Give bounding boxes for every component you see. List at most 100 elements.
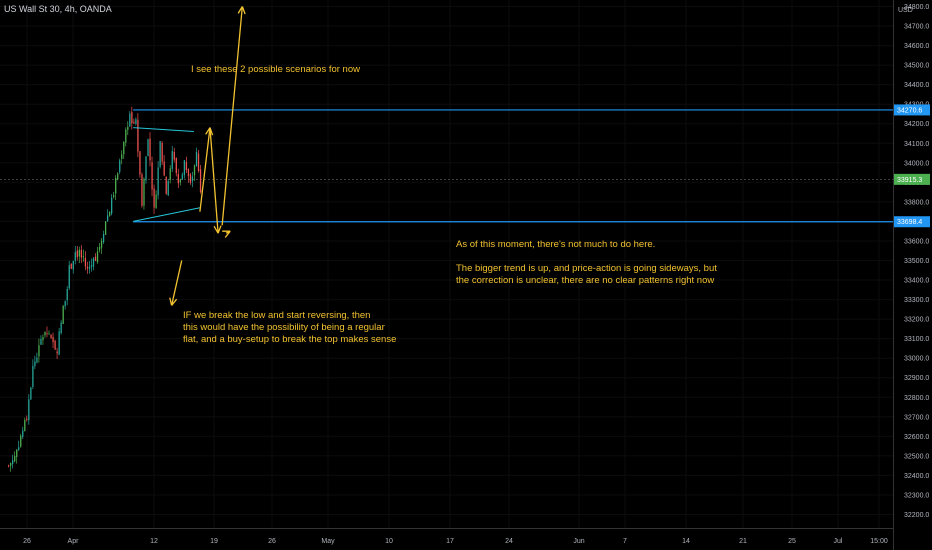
candle-body — [94, 256, 97, 261]
candle-body — [159, 141, 161, 167]
arrow-head — [224, 230, 231, 238]
time-tick-label: 10 — [385, 538, 393, 545]
price-tag — [894, 173, 930, 185]
candle-body — [48, 333, 50, 335]
triangle-trendline[interactable] — [133, 127, 194, 133]
price-tick-label: 33300.0 — [904, 297, 929, 304]
arrow-head — [241, 6, 246, 15]
candle-body — [123, 141, 125, 155]
price-tick-label: 33200.0 — [904, 317, 929, 324]
arrow-head — [169, 297, 173, 306]
candle-body — [175, 158, 177, 174]
candle-body — [10, 463, 12, 466]
candle-body — [76, 250, 78, 258]
candles — [8, 106, 202, 472]
candle-body — [20, 435, 22, 447]
candle-body — [56, 351, 58, 354]
arrow-head — [217, 225, 222, 234]
candle-body — [181, 174, 184, 180]
candle-body — [173, 151, 175, 160]
candle-body — [109, 211, 111, 216]
price-tick-label: 34200.0 — [904, 121, 929, 128]
symbol-label[interactable]: US Wall St 30, 4h, OANDA — [4, 4, 112, 14]
price-tick-label: 34800.0 — [904, 4, 929, 11]
annotation-right-note: As of this moment, there's not much to d… — [456, 239, 717, 286]
candle-body — [127, 126, 129, 131]
price-tick-label: 34100.0 — [904, 141, 929, 148]
time-tick-label: 26 — [23, 538, 31, 545]
candle-body — [149, 138, 151, 161]
price-tick-label: 34700.0 — [904, 24, 929, 31]
grid-h — [0, 6, 893, 515]
annotation-left-note: IF we break the low and start reversing,… — [183, 310, 397, 345]
candle-body — [199, 169, 202, 193]
time-tick-label: 24 — [505, 538, 513, 545]
time-tick-label: Apr — [68, 538, 80, 545]
time-tick-label: 12 — [150, 538, 158, 545]
candle-body — [34, 361, 36, 367]
price-tag-label: 33915.3 — [897, 177, 922, 184]
projection-arrow[interactable] — [199, 127, 211, 212]
candle-body — [72, 260, 74, 270]
candle-body — [167, 181, 169, 196]
candle-body — [169, 168, 171, 180]
candle-body — [78, 249, 80, 257]
projection-arrow[interactable] — [209, 127, 219, 234]
level-lines — [133, 109, 893, 223]
candle-body — [125, 129, 127, 143]
grid-v — [26, 0, 880, 528]
candle-body — [44, 331, 46, 336]
candle-body — [38, 345, 40, 357]
candle-body — [119, 160, 121, 172]
candle-body — [193, 165, 196, 176]
time-tick-label: 7 — [623, 538, 627, 545]
candle-body — [70, 263, 72, 269]
candle-body — [121, 154, 123, 159]
candle-body — [60, 322, 62, 334]
candle-body — [143, 178, 145, 206]
candle-body — [68, 265, 70, 289]
candle-body — [86, 266, 89, 269]
price-tick-label: 34000.0 — [904, 160, 929, 167]
candle-body — [26, 418, 28, 420]
candle-body — [66, 289, 68, 301]
price-tick-label: 32600.0 — [904, 434, 929, 441]
time-tick-label: 19 — [210, 538, 218, 545]
candle-body — [28, 399, 30, 421]
candle-body — [131, 111, 133, 124]
candle-body — [141, 174, 143, 206]
time-axis[interactable]: 26 Apr 12 19 26 May 10 17 24 Jun 7 14 21 25 Jul 15:00 — [23, 538, 888, 545]
candle-body — [52, 337, 54, 343]
projection-arrow[interactable] — [170, 260, 183, 306]
price-tag-label: 33698.4 — [897, 219, 922, 226]
candle-body — [18, 447, 20, 450]
candle-body — [179, 179, 181, 183]
candle-body — [163, 161, 165, 176]
projection-arrow[interactable] — [221, 6, 243, 226]
candle-body — [187, 169, 190, 177]
candle-body — [197, 153, 200, 172]
triangle-trendline[interactable] — [133, 207, 201, 222]
candle-body — [84, 257, 87, 267]
price-axis[interactable]: 34800.034700.034600.034500.034400.034300… — [904, 4, 929, 519]
candle-body — [147, 139, 149, 156]
price-tick-label: 32900.0 — [904, 375, 929, 382]
candle-body — [111, 197, 113, 214]
candle-body — [135, 119, 137, 124]
candle-body — [191, 176, 194, 182]
price-tick-label: 32700.0 — [904, 414, 929, 421]
candle-body — [104, 221, 107, 235]
price-tick-label: 33000.0 — [904, 356, 929, 363]
price-tick-label: 34600.0 — [904, 43, 929, 50]
price-tags: 34270.6 33698.4 33915.3 — [894, 104, 930, 228]
arrow-head — [213, 225, 219, 234]
candle-body — [88, 266, 91, 269]
price-tick-label: 33400.0 — [904, 278, 929, 285]
candle-body — [117, 173, 119, 180]
candle-body — [100, 240, 103, 248]
candle-body — [115, 177, 117, 194]
candle-body — [157, 167, 159, 196]
arrow-head — [171, 298, 178, 306]
candle-body — [145, 156, 147, 181]
